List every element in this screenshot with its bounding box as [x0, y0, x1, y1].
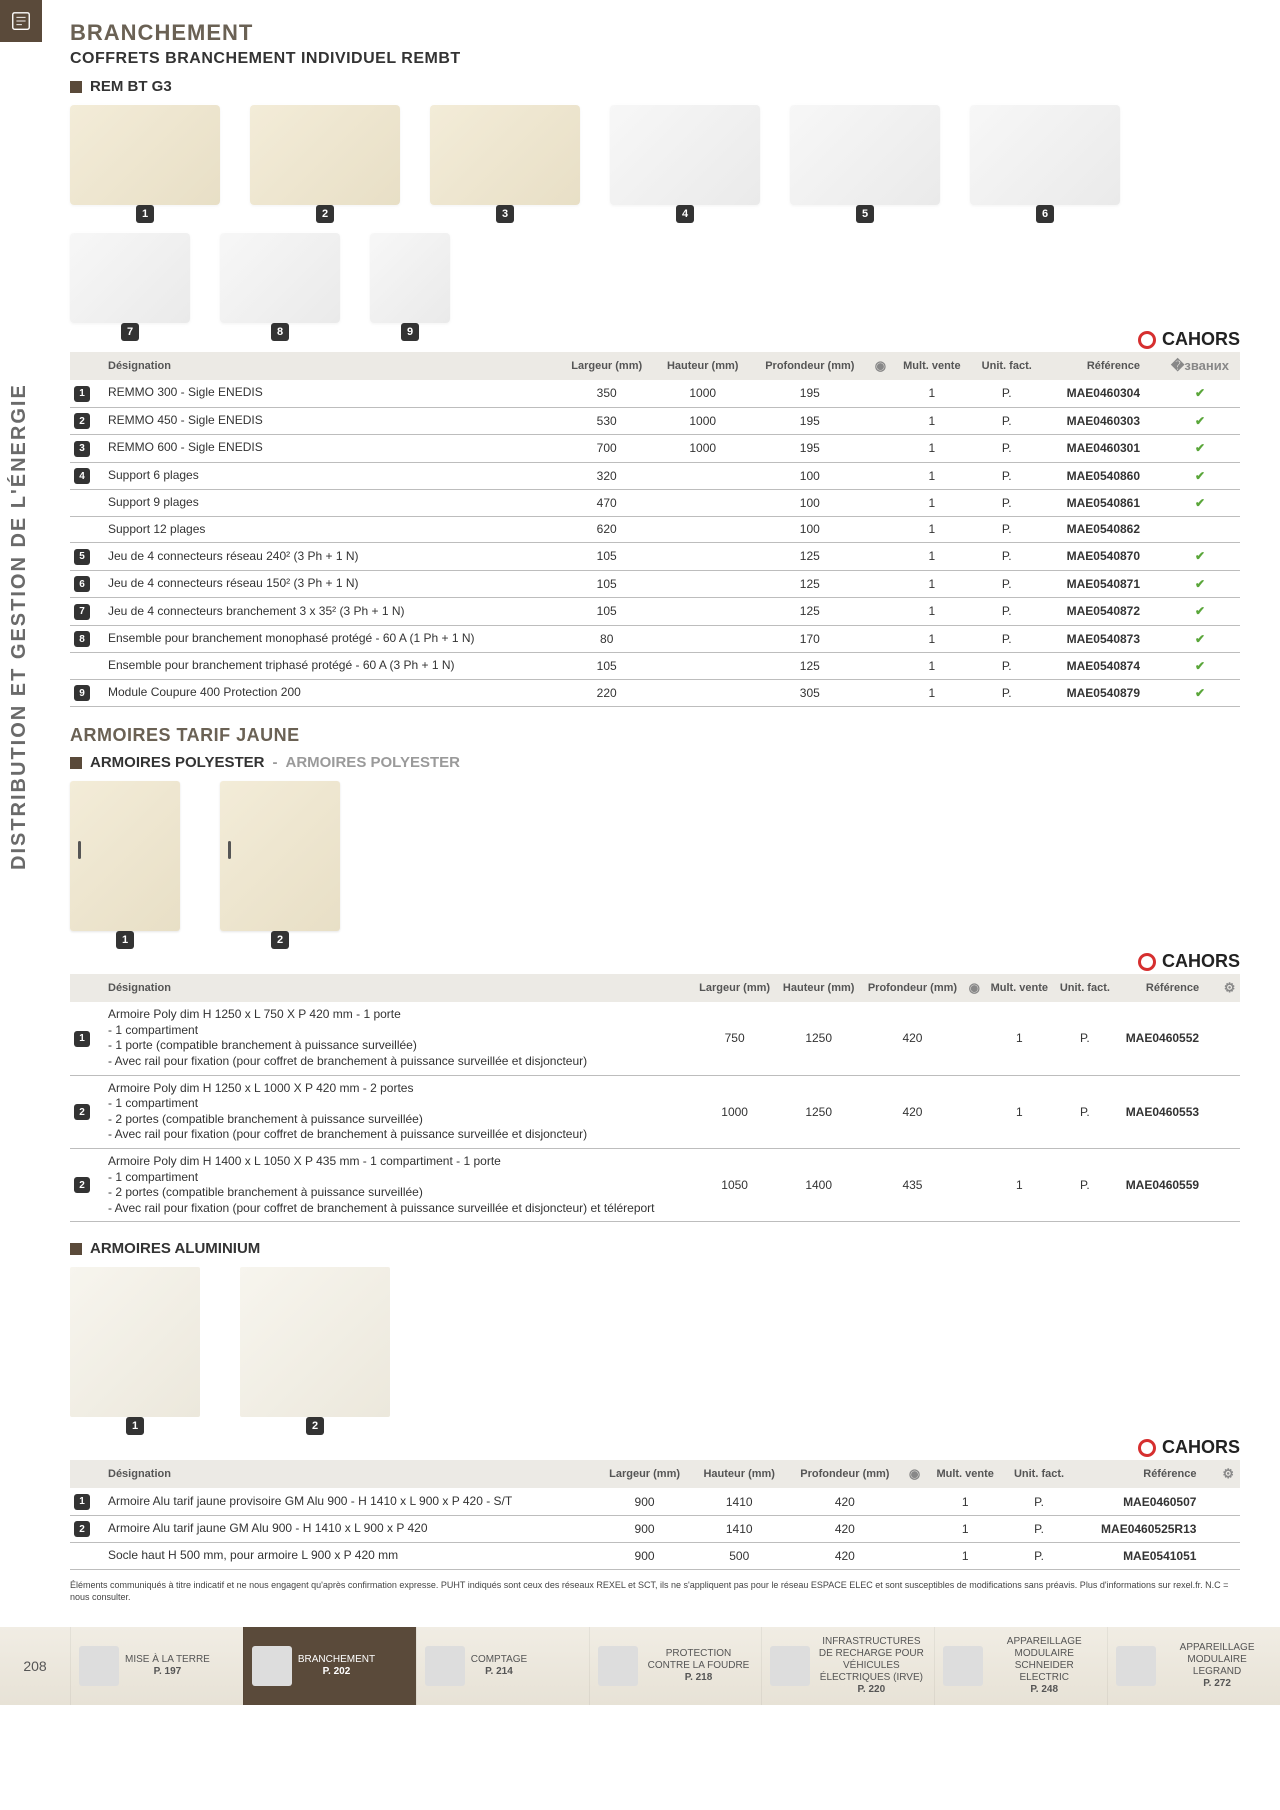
page-title: BRANCHEMENT — [70, 20, 1240, 46]
table-polyester: Désignation Largeur (mm) Hauteur (mm) Pr… — [70, 974, 1240, 1222]
footer-nav: 208 MISE À LA TERREP. 197BRANCHEMENTP. 2… — [0, 1627, 1280, 1705]
table-row: 2Armoire Poly dim H 1400 x L 1050 X P 43… — [70, 1149, 1240, 1222]
nav-item[interactable]: COMPTAGEP. 214 — [416, 1627, 589, 1705]
table-row: 5Jeu de 4 connecteurs réseau 240² (3 Ph … — [70, 543, 1240, 571]
table-row: 1Armoire Alu tarif jaune provisoire GM A… — [70, 1488, 1240, 1515]
table-rembt: Désignation Largeur (mm) Hauteur (mm) Pr… — [70, 352, 1240, 707]
product-thumbnails-row1: 1 2 3 4 5 6 — [70, 105, 1240, 205]
thumb-badge: 9 — [401, 323, 419, 341]
subsection-aluminium: ARMOIRES ALUMINIUM — [70, 1240, 1240, 1257]
subsection-polyester: ARMOIRES POLYESTER - ARMOIRES POLYESTER — [70, 754, 1240, 771]
table-row: Support 12 plages6201001P.MAE0540862 — [70, 516, 1240, 543]
nav-item[interactable]: INFRASTRUCTURES DE RECHARGE POUR VÉHICUL… — [761, 1627, 934, 1705]
nav-icon — [79, 1646, 119, 1686]
table-row: Ensemble pour branchement triphasé proté… — [70, 653, 1240, 680]
page-number: 208 — [0, 1658, 70, 1674]
armoire-thumbnails: 1 2 — [70, 781, 1240, 931]
table-row: 8Ensemble pour branchement monophasé pro… — [70, 625, 1240, 653]
nav-icon — [1116, 1646, 1156, 1686]
section-icon — [0, 0, 42, 42]
thumb-badge: 6 — [1036, 205, 1054, 223]
table-row: 2REMMO 450 - Sigle ENEDIS53010001951P.MA… — [70, 407, 1240, 435]
nav-icon — [425, 1646, 465, 1686]
legal-text: Éléments communiqués à titre indicatif e… — [70, 1580, 1240, 1603]
thumb-badge: 5 — [856, 205, 874, 223]
page-subtitle: COFFRETS BRANCHEMENT INDIVIDUEL REMBT — [70, 50, 1240, 68]
table-row: 7Jeu de 4 connecteurs branchement 3 x 35… — [70, 598, 1240, 626]
nav-icon — [770, 1646, 810, 1686]
table-row: 3REMMO 600 - Sigle ENEDIS70010001951P.MA… — [70, 435, 1240, 463]
table-row: 1REMMO 300 - Sigle ENEDIS35010001951P.MA… — [70, 380, 1240, 407]
table-row: 9Module Coupure 400 Protection 200220305… — [70, 679, 1240, 707]
nav-item[interactable]: MISE À LA TERREP. 197 — [70, 1627, 243, 1705]
brand-logo: CAHORS — [70, 1437, 1240, 1458]
product-thumbnails-row2: 7 8 9 — [70, 233, 1240, 323]
thumb-badge: 2 — [316, 205, 334, 223]
table-row: 2Armoire Poly dim H 1250 x L 1000 X P 42… — [70, 1075, 1240, 1148]
alu-thumbnails: 1 2 — [70, 1267, 1240, 1417]
nav-item[interactable]: PROTECTION CONTRE LA FOUDREP. 218 — [589, 1627, 762, 1705]
brand-logo: CAHORS — [70, 951, 1240, 972]
thumb-badge: 8 — [271, 323, 289, 341]
nav-item[interactable]: APPAREILLAGE MODULAIRE LEGRANDP. 272 — [1107, 1627, 1280, 1705]
table-row: 1Armoire Poly dim H 1250 x L 750 X P 420… — [70, 1002, 1240, 1075]
brand-logo: CAHORS — [70, 329, 1240, 350]
subsection-title: REM BT G3 — [70, 78, 1240, 95]
table-row: 2Armoire Alu tarif jaune GM Alu 900 - H … — [70, 1515, 1240, 1543]
table-row: 6Jeu de 4 connecteurs réseau 150² (3 Ph … — [70, 570, 1240, 598]
table-aluminium: Désignation Largeur (mm) Hauteur (mm) Pr… — [70, 1460, 1240, 1570]
table-row: Socle haut H 500 mm, pour armoire L 900 … — [70, 1543, 1240, 1570]
thumb-badge: 7 — [121, 323, 139, 341]
nav-icon — [943, 1646, 983, 1686]
table-row: Support 9 plages4701001P.MAE0540861✔ — [70, 490, 1240, 517]
nav-item[interactable]: BRANCHEMENTP. 202 — [243, 1627, 416, 1705]
section-armoires: ARMOIRES TARIF JAUNE — [70, 725, 1240, 746]
nav-icon — [598, 1646, 638, 1686]
nav-icon — [252, 1646, 292, 1686]
side-category-text: DISTRIBUTION ET GESTION DE L'ÉNERGIE — [8, 383, 31, 870]
thumb-badge: 1 — [136, 205, 154, 223]
thumb-badge: 3 — [496, 205, 514, 223]
table-row: 4Support 6 plages3201001P.MAE0540860✔ — [70, 462, 1240, 490]
thumb-badge: 4 — [676, 205, 694, 223]
nav-item[interactable]: APPAREILLAGE MODULAIRE SCHNEIDER ELECTRI… — [934, 1627, 1107, 1705]
